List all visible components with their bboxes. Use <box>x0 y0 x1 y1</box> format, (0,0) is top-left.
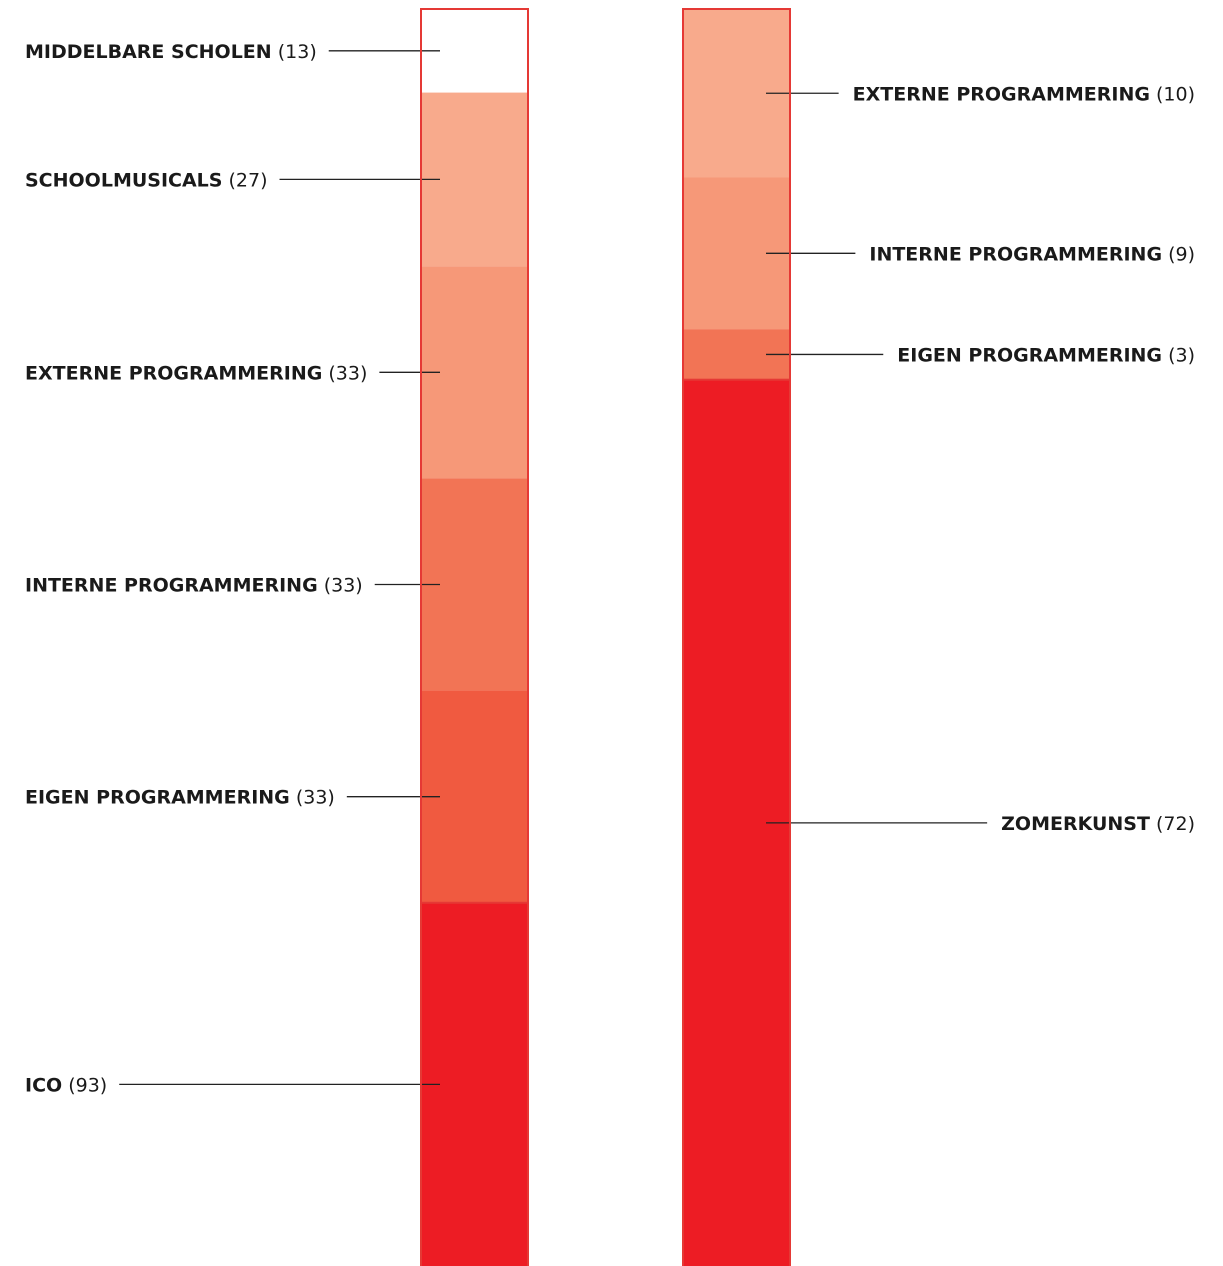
bar-outline <box>682 8 791 381</box>
segment-name: EIGEN PROGRAMMERING <box>25 787 290 809</box>
segment-label: INTERNE PROGRAMMERING (33) <box>25 574 363 596</box>
segment-label: EIGEN PROGRAMMERING (3) <box>897 344 1195 366</box>
segment-name: EXTERNE PROGRAMMERING <box>853 83 1150 105</box>
segment-label: EXTERNE PROGRAMMERING (33) <box>25 362 367 384</box>
segment-label: ICO (93) <box>25 1074 107 1096</box>
segment-label: EXTERNE PROGRAMMERING (10) <box>853 83 1195 105</box>
bar-1: MIDDELBARE SCHOLEN (13) SCHOOLMUSICALS (2… <box>25 8 529 1266</box>
segment-label: INTERNE PROGRAMMERING (9) <box>869 243 1195 265</box>
segment-value: (93) <box>62 1074 107 1096</box>
segment-name: ICO <box>25 1074 62 1096</box>
segment-name: INTERNE PROGRAMMERING <box>25 574 318 596</box>
segment-value: (72) <box>1150 813 1195 835</box>
segment-value: (27) <box>222 169 267 191</box>
segment-name: ZOMERKUNST <box>1001 813 1150 835</box>
segment-name: EIGEN PROGRAMMERING <box>897 344 1162 366</box>
segment-name: SCHOOLMUSICALS <box>25 169 222 191</box>
segment-value: (13) <box>272 41 317 63</box>
segment-label: EIGEN PROGRAMMERING (33) <box>25 787 335 809</box>
bar-2: EXTERNE PROGRAMMERING (10) INTERNE PROGRA… <box>682 8 1195 1266</box>
segment-value: (33) <box>322 362 367 384</box>
segment-name: EXTERNE PROGRAMMERING <box>25 362 322 384</box>
segment-label: SCHOOLMUSICALS (27) <box>25 169 268 191</box>
segment-value: (33) <box>318 574 363 596</box>
segment-label: ZOMERKUNST (72) <box>1001 813 1195 835</box>
bar-outline <box>420 8 529 904</box>
segment-value: (9) <box>1162 243 1195 265</box>
segment-label: MIDDELBARE SCHOLEN (13) <box>25 41 317 63</box>
segment-name: INTERNE PROGRAMMERING <box>869 243 1162 265</box>
segment-value: (10) <box>1150 83 1195 105</box>
segment-name: MIDDELBARE SCHOLEN <box>25 41 272 63</box>
segment-value: (33) <box>290 787 335 809</box>
segment-value: (3) <box>1162 344 1195 366</box>
